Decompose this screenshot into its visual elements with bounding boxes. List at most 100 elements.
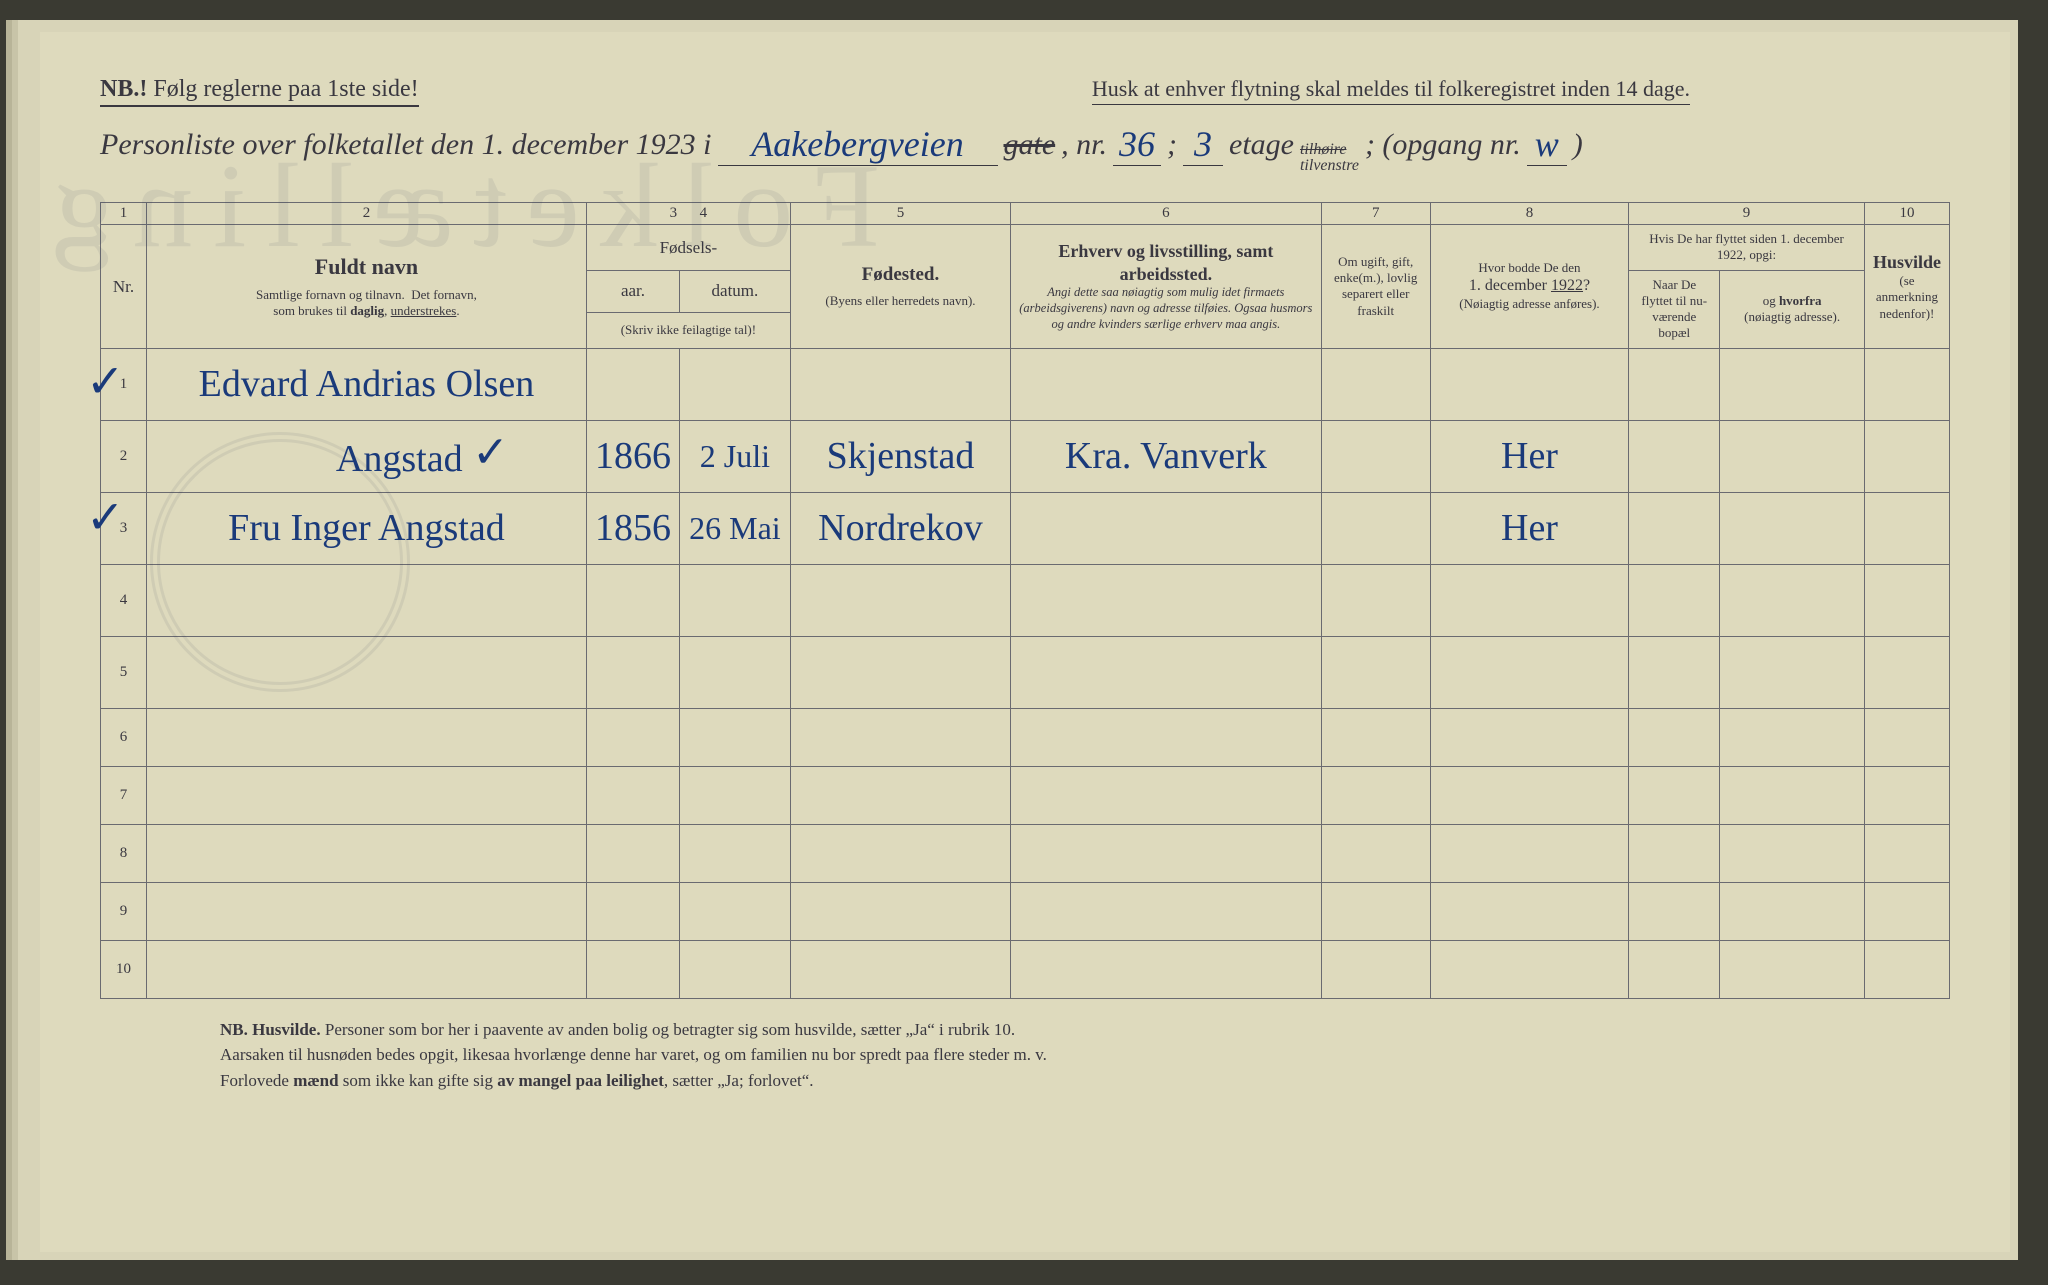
coln-7: 7 [1321, 203, 1430, 225]
cell-moved-from [1720, 708, 1865, 766]
cell-birthplace: Skjenstad [790, 420, 1010, 492]
h-husvilde: Husvilde (se anmerkning nedenfor)! [1864, 225, 1949, 349]
cell-status [1321, 882, 1430, 940]
footnote-l2: Aarsaken til husnøden bedes opgit, likes… [220, 1045, 1047, 1064]
coln-3-4: 3 4 [587, 203, 791, 225]
cell-birthplace: Nordrekov [790, 492, 1010, 564]
header-line-1: NB.! Følg reglerne paa 1ste side! Husk a… [100, 76, 1950, 107]
h-name: Fuldt navn Samtlige fornavn og tilnavn. … [146, 225, 586, 349]
cell-moved-from [1720, 636, 1865, 708]
h-flyttet-t: Hvis De har flyttet siden 1. december 19… [1637, 231, 1856, 264]
row-num: 9 [101, 882, 147, 940]
h-status-t: Om ugift, gift, enke(m.), lovlig separer… [1330, 254, 1422, 319]
cell-1922: Her [1430, 420, 1628, 492]
h-name-big: Fuldt navn [155, 253, 578, 281]
cell-year [587, 824, 680, 882]
h-husvilde-sub: (se anmerkning nedenfor)! [1873, 273, 1941, 322]
h-name-sub: Samtlige fornavn og tilnavn. Det fornavn… [155, 287, 578, 320]
footnote-nb: NB. Husvilde. [220, 1020, 321, 1039]
coln-5: 5 [790, 203, 1010, 225]
cell-husvilde [1864, 708, 1949, 766]
row-num: 5 [101, 636, 147, 708]
h-husvilde-big: Husvilde [1873, 251, 1941, 274]
coln-6: 6 [1011, 203, 1322, 225]
h-erhverv-sub: Angi dette saa nøiagtig som mulig idet f… [1019, 285, 1313, 332]
cell-date [680, 882, 791, 940]
h-naar: Naar De flyttet til nu-værende bopæl [1629, 270, 1720, 348]
cell-moved-when [1629, 492, 1720, 564]
census-table: 1 2 3 4 5 6 7 8 9 10 Nr. Fuldt navn Samt… [100, 202, 1950, 999]
cell-1922 [1430, 348, 1628, 420]
h-naar-t: Naar De flyttet til nu-værende bopæl [1637, 277, 1711, 342]
cell-status [1321, 636, 1430, 708]
h-hvorfra-t: og hvorfra(nøiagtig adresse). [1728, 293, 1856, 326]
cell-moved-from [1720, 766, 1865, 824]
cell-1922 [1430, 824, 1628, 882]
cell-date [680, 708, 791, 766]
h-datum: datum. [680, 270, 791, 312]
header-row-a: Nr. Fuldt navn Samtlige fornavn og tilna… [101, 225, 1950, 271]
cell-occ [1011, 492, 1322, 564]
title-prefix: Personliste over folketallet den 1. dece… [100, 128, 712, 162]
cell-name [146, 708, 586, 766]
h-aar: aar. [587, 270, 680, 312]
cell-status [1321, 420, 1430, 492]
row-num: 3 [101, 492, 147, 564]
cell-moved-from [1720, 564, 1865, 636]
h-flyttet-top: Hvis De har flyttet siden 1. december 19… [1629, 225, 1865, 271]
cell-1922 [1430, 940, 1628, 998]
table-row: 6 [101, 708, 1950, 766]
cell-1922 [1430, 882, 1628, 940]
cell-moved-when [1629, 636, 1720, 708]
nr-label: , nr. [1061, 128, 1107, 162]
cell-occ [1011, 348, 1322, 420]
row-num: 4 [101, 564, 147, 636]
cell-moved-when [1629, 348, 1720, 420]
close-paren: ) [1573, 128, 1583, 162]
cell-date [680, 940, 791, 998]
cell-moved-from [1720, 824, 1865, 882]
table-row: 5 [101, 636, 1950, 708]
cell-name-text: Angstad [336, 438, 463, 480]
table-row: 9 [101, 882, 1950, 940]
etage-fill: 3 [1183, 123, 1223, 166]
opgang-fill: w [1527, 123, 1567, 166]
cell-husvilde [1864, 348, 1949, 420]
cell-occ: Kra. Vanverk [1011, 420, 1322, 492]
cell-husvilde [1864, 636, 1949, 708]
cell-birthplace [790, 708, 1010, 766]
cell-name [146, 824, 586, 882]
row-num: 6 [101, 708, 147, 766]
opgang-label: ; (opgang nr. [1365, 128, 1521, 162]
cell-occ [1011, 636, 1322, 708]
cell-moved-when [1629, 824, 1720, 882]
cell-date: 26 Mai [680, 492, 791, 564]
cell-name: Angstad ✓ [146, 420, 586, 492]
cell-moved-from [1720, 348, 1865, 420]
census-form-page: Folketælling NB.! Følg reglerne paa 1ste… [40, 32, 2010, 1252]
cell-1922 [1430, 766, 1628, 824]
cell-name [146, 766, 586, 824]
footnote-l3: Forlovede mænd som ikke kan gifte sig av… [220, 1071, 814, 1090]
cell-year [587, 708, 680, 766]
cell-date [680, 348, 791, 420]
coln-8: 8 [1430, 203, 1628, 225]
gate-word: gate [1004, 128, 1056, 162]
table-row: 4 [101, 564, 1950, 636]
row-num: 8 [101, 824, 147, 882]
cell-year [587, 636, 680, 708]
cell-husvilde [1864, 940, 1949, 998]
cell-year [587, 564, 680, 636]
side-stack: tilhøire tilvenstre [1300, 142, 1359, 174]
table-row: 2 Angstad ✓ 1866 2 Juli Skjenstad Kra. V… [101, 420, 1950, 492]
cell-year [587, 882, 680, 940]
table-row: 10 [101, 940, 1950, 998]
nb-text: Følg reglerne paa 1ste side! [153, 76, 418, 102]
table-row: 3 Fru Inger Angstad 1856 26 Mai Nordreko… [101, 492, 1950, 564]
h-1922-a: Hvor bodde De den [1439, 260, 1620, 276]
table-head: 1 2 3 4 5 6 7 8 9 10 Nr. Fuldt navn Samt… [101, 203, 1950, 349]
h-erhverv-big: Erhverv og livsstilling, samt arbeidsste… [1019, 240, 1313, 285]
cell-birthplace [790, 636, 1010, 708]
cell-date [680, 564, 791, 636]
cell-occ [1011, 708, 1322, 766]
